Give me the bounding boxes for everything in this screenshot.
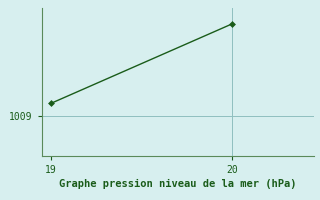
X-axis label: Graphe pression niveau de la mer (hPa): Graphe pression niveau de la mer (hPa) [59,179,296,189]
